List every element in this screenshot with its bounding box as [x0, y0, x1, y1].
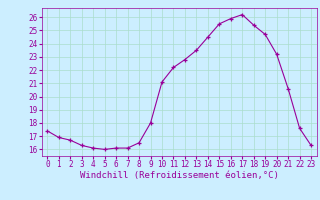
X-axis label: Windchill (Refroidissement éolien,°C): Windchill (Refroidissement éolien,°C): [80, 171, 279, 180]
